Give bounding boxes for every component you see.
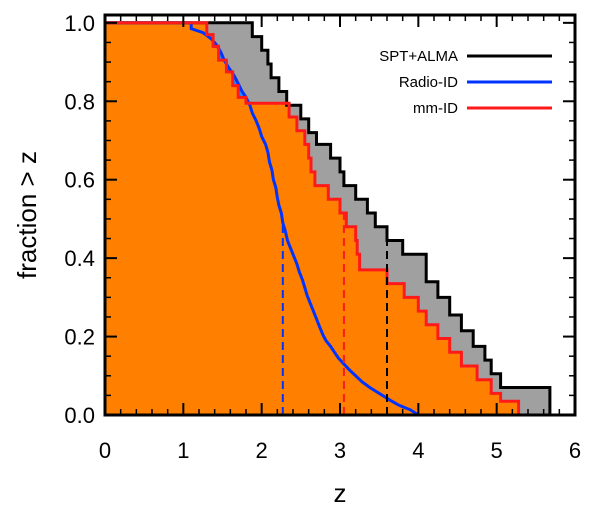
series-line-spt-alma [105, 21, 552, 415]
series-fill-mm-id [105, 22, 519, 415]
series-line-radio-id [105, 21, 420, 415]
x-tick-label: 4 [412, 438, 424, 463]
x-tick-label: 0 [99, 438, 111, 463]
x-tick-label: 5 [491, 438, 503, 463]
legend: SPT+ALMA Radio-ID mm-ID [379, 48, 552, 117]
legend-label-radio-id: Radio-ID [399, 74, 458, 91]
series-line-mm-id [105, 21, 521, 415]
y-axis-label: fraction > z [12, 151, 42, 279]
x-tick-label: 2 [256, 438, 268, 463]
y-tick-label: 0.6 [64, 168, 95, 193]
y-tick-label: 0.2 [64, 325, 95, 350]
x-tick-label: 3 [334, 438, 346, 463]
y-tick-label: 0.8 [64, 89, 95, 114]
axis-tick-labels: 0 1 2 3 4 5 6 0.0 0.2 0.4 0.6 0.8 1.0 [64, 11, 581, 463]
x-axis-label: z [334, 478, 347, 508]
series-fills [105, 22, 550, 415]
y-tick-label: 1.0 [64, 11, 95, 36]
x-tick-label: 1 [177, 438, 189, 463]
axis-ticks [104, 15, 576, 416]
y-tick-label: 0.0 [64, 403, 95, 428]
median-lines [281, 213, 388, 415]
y-tick-label: 0.4 [64, 246, 95, 271]
series-lines [105, 21, 552, 415]
legend-label-mm-id: mm-ID [413, 100, 458, 117]
legend-label-spt-alma: SPT+ALMA [379, 48, 458, 65]
x-tick-label: 6 [569, 438, 581, 463]
